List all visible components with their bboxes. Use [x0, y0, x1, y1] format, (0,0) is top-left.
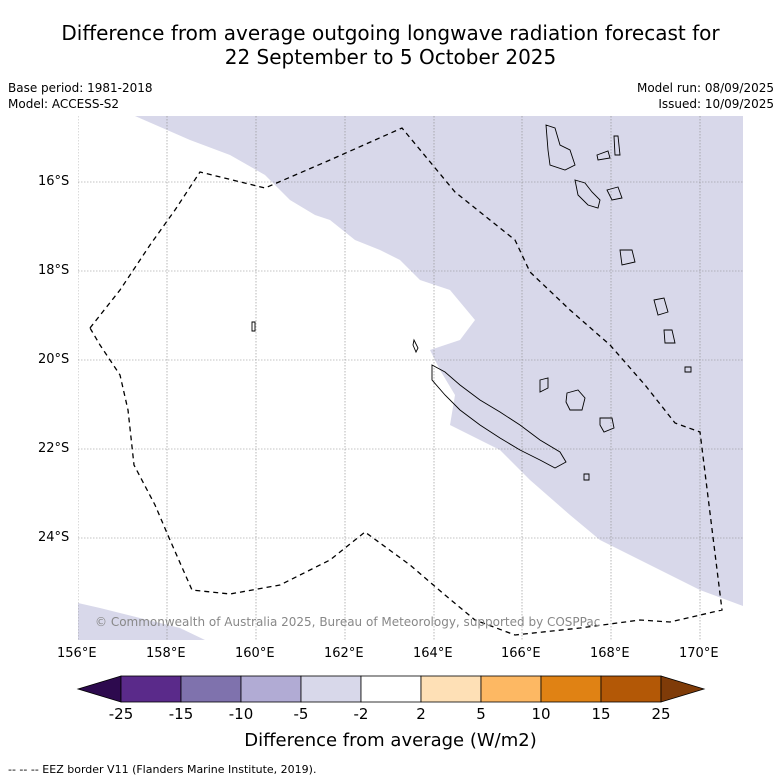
colorbar-segment	[180, 675, 242, 703]
issued-label: Issued: 10/09/2025	[658, 97, 774, 111]
colorbar-segment	[120, 675, 182, 703]
loyalty-island-lifou	[565, 389, 586, 411]
model-run-label: Model run: 08/09/2025	[636, 81, 774, 95]
colorbar-tick-label: 5	[476, 705, 486, 723]
chart-title-line1: Difference from average outgoing longwav…	[61, 21, 720, 45]
loyalty-island-ouvea	[539, 377, 549, 393]
vanuatu-espiritu-santo	[545, 124, 576, 171]
land-outlines	[251, 124, 692, 481]
lon-tick-label: 166°E	[501, 646, 541, 661]
base-period-label: Base period: 1981-2018	[8, 81, 153, 95]
lon-tick-label: 168°E	[590, 646, 630, 661]
colorbar-tick-label: 10	[531, 705, 551, 723]
vanuatu-efate	[619, 249, 636, 266]
colorbar-tick-label: 25	[651, 705, 671, 723]
copyright-notice: © Commonwealth of Australia 2025, Bureau…	[95, 615, 600, 629]
vanuatu-tanna	[663, 329, 676, 344]
colorbar-tick-label: 2	[416, 705, 426, 723]
colorbar-extend-high	[660, 675, 706, 703]
loyalty-island-mare	[599, 417, 615, 433]
colorbar-title: Difference from average (W/m2)	[244, 730, 537, 751]
belep-islands-outline	[412, 338, 419, 354]
colorbar-segment	[300, 675, 362, 703]
vanuatu-maewo	[613, 135, 621, 156]
colorbar-segment	[240, 675, 302, 703]
new-caledonia-outline	[431, 364, 567, 469]
anomaly-region-east	[135, 116, 743, 606]
vanuatu-ambae	[596, 150, 611, 161]
lon-tick-label: 162°E	[324, 646, 364, 661]
colorbar-tick-label: -10	[228, 705, 254, 723]
colorbar-tick-label: -2	[353, 705, 369, 723]
model-label: Model: ACCESS-S2	[8, 97, 120, 111]
lat-tick-label: 22°S	[38, 441, 70, 456]
eez-border	[89, 127, 723, 636]
eez-footnote: -- -- -- EEZ border V11 (Flanders Marine…	[8, 763, 317, 776]
colorbar-tick-label: -5	[293, 705, 309, 723]
anomaly-region-southwest	[78, 603, 205, 640]
isle-of-pines-outline	[583, 473, 590, 481]
lon-tick-label: 158°E	[146, 646, 186, 661]
lat-tick-label: 16°S	[38, 174, 70, 189]
lon-tick-label: 160°E	[235, 646, 275, 661]
colorbar-segment	[540, 675, 602, 703]
lon-tick-label: 156°E	[57, 646, 97, 661]
colorbar-tick-label: -25	[108, 705, 134, 723]
colorbar-tick-label: -15	[168, 705, 194, 723]
colorbar-segment	[600, 675, 662, 703]
vanuatu-aneityum	[684, 366, 692, 373]
lat-tick-label: 20°S	[38, 352, 70, 367]
graticule	[78, 116, 743, 640]
colorbar-segment	[420, 675, 482, 703]
lat-tick-label: 24°S	[38, 530, 70, 545]
colorbar-segment	[360, 675, 422, 703]
chesterfield-islet	[251, 321, 256, 332]
lon-tick-label: 170°E	[679, 646, 719, 661]
vanuatu-malekula	[574, 179, 601, 209]
vanuatu-pentecost	[606, 186, 623, 201]
chart-title-line2: 22 September to 5 October 2025	[224, 45, 557, 69]
colorbar	[76, 675, 706, 703]
lat-tick-label: 18°S	[38, 263, 70, 278]
vanuatu-erromango	[653, 297, 669, 316]
colorbar-extend-low	[76, 675, 122, 703]
lon-tick-label: 164°E	[413, 646, 453, 661]
colorbar-tick-label: 15	[591, 705, 611, 723]
colorbar-segment	[480, 675, 542, 703]
